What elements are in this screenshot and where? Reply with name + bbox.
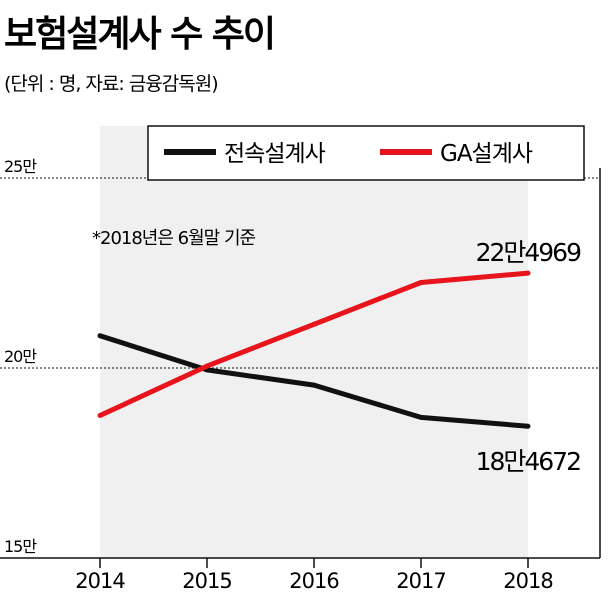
- y-tick-label: 20만: [4, 347, 37, 366]
- data-label-series-1: 18만4672: [476, 447, 581, 476]
- y-axis-ticks: 25만 20만 15만: [4, 157, 38, 556]
- legend-label-series-2: GA설계사: [440, 141, 533, 167]
- y-tick-label: 25만: [4, 157, 37, 176]
- y-tick-label: 15만: [4, 537, 37, 556]
- data-point: [418, 414, 424, 420]
- data-point: [525, 270, 531, 276]
- x-tick-label: 2014: [75, 569, 125, 593]
- chart-note: *2018년은 6월말 기준: [92, 228, 256, 249]
- legend-label-series-1: 전속설계사: [224, 141, 326, 167]
- x-tick-label: 2018: [503, 569, 552, 593]
- chart-title: 보험설계사 수 추이: [4, 14, 274, 55]
- data-point: [311, 382, 317, 388]
- data-point: [204, 363, 210, 369]
- x-tick-label: 2017: [396, 569, 445, 593]
- data-label-series-2: 22만4969: [476, 238, 582, 267]
- data-point: [97, 413, 103, 418]
- plot-background: [100, 126, 528, 558]
- plot-area: [0, 126, 601, 559]
- legend-box: 전속설계사 GA설계사: [147, 125, 585, 181]
- data-point: [525, 423, 531, 429]
- x-axis-ticks: 2014 2015 2016 2017 2018: [75, 558, 554, 593]
- series-layer: 18만4672 22만4969: [97, 238, 583, 476]
- x-tick-label: 2016: [289, 569, 339, 593]
- data-point: [97, 333, 103, 339]
- chart-subtitle: (단위 : 명, 자료: 금융감독원): [4, 73, 218, 95]
- x-tick-label: 2015: [182, 569, 231, 593]
- data-point: [311, 321, 317, 327]
- data-point: [418, 280, 424, 285]
